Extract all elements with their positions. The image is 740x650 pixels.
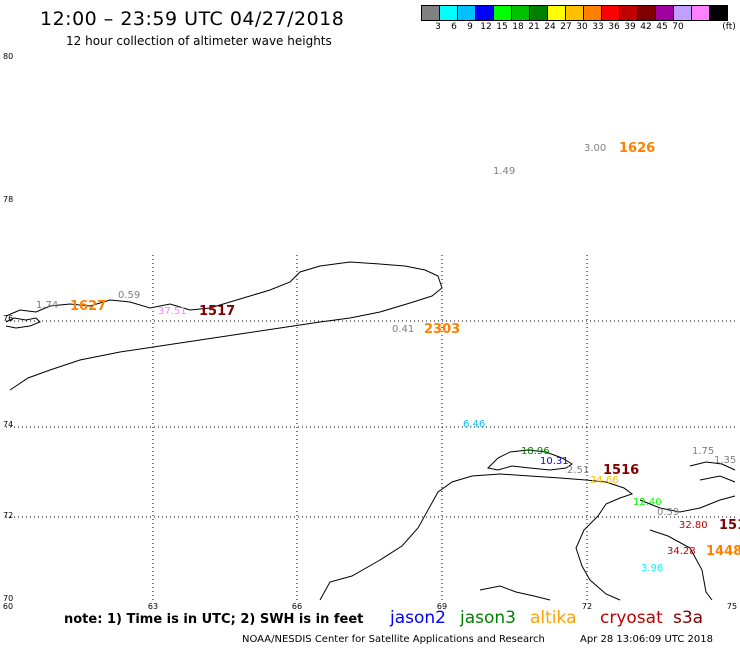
swh-value: 0.59 [118, 290, 141, 301]
legend-swatch [709, 5, 728, 21]
satellite-s3a: s3a [673, 608, 704, 628]
pass-time: 1517 [199, 304, 236, 319]
taz-estuary-coast [649, 529, 713, 601]
legend-label: 12 [480, 22, 492, 32]
swh-value: 1.35 [714, 455, 737, 466]
legend-label: 3 [435, 22, 441, 32]
swh-value: 3.96 [641, 563, 664, 574]
yamal-peninsula-coast [319, 473, 634, 601]
pass-time: 2303 [424, 322, 461, 337]
satellite-jason2: jason2 [390, 608, 446, 628]
lon-label-66: 66 [291, 602, 303, 611]
lon-label-60: 60 [2, 602, 14, 611]
swh-value: 1.74 [36, 300, 59, 311]
lat-label-80: 80 [3, 52, 14, 61]
map-title: 12:00 – 23:59 UTC 04/27/2018 [40, 8, 345, 30]
vaygach-island [486, 449, 573, 471]
legend-unit: (ft) [722, 22, 736, 32]
lat-label-76: 76 [3, 314, 14, 323]
pass-time: 1516 [603, 463, 640, 478]
coastline [5, 261, 736, 601]
color-scale-legend [421, 5, 728, 21]
satellite-cryosat: cryosat [600, 608, 663, 628]
east-islands [689, 461, 736, 483]
swh-value: 3.00 [584, 143, 607, 154]
legend-label: 27 [560, 22, 572, 32]
footnote: note: 1) Time is in UTC; 2) SWH is in fe… [64, 612, 364, 627]
legend-label: 6 [451, 22, 457, 32]
pass-time: 1626 [619, 141, 656, 156]
legend-label: 18 [512, 22, 524, 32]
graticule [6, 255, 735, 600]
legend-label: 36 [608, 22, 620, 32]
swh-value: 24.66 [590, 475, 619, 486]
legend-label: 21 [528, 22, 540, 32]
swh-value: 0.59 [657, 507, 680, 518]
legend-label: 15 [496, 22, 508, 32]
legend-label: 39 [624, 22, 636, 32]
gydan-coast [639, 495, 736, 513]
swh-value: 10.31 [540, 456, 569, 467]
lon-label-75: 75 [726, 602, 738, 611]
legend-label: 42 [640, 22, 652, 32]
pass-time: 1448 [706, 544, 740, 559]
swh-value: 6.46 [463, 419, 486, 430]
map-subtitle: 12 hour collection of altimeter wave hei… [66, 34, 332, 48]
swh-value: 2.51 [567, 465, 590, 476]
pass-time: 151 [719, 518, 740, 533]
generated-timestamp: Apr 28 13:06:09 UTC 2018 [580, 634, 713, 645]
lat-label-70: 70 [3, 594, 14, 603]
swh-value: 18.96 [521, 446, 550, 457]
swh-value: 32.80 [679, 520, 708, 531]
lat-label-78: 78 [3, 195, 14, 204]
lon-label-63: 63 [147, 602, 159, 611]
south-shore [479, 585, 551, 601]
lon-label-69: 69 [436, 602, 448, 611]
pass-time: 1627 [70, 299, 107, 314]
legend-label: 9 [467, 22, 473, 32]
lon-label-72: 72 [581, 602, 593, 611]
color-scale-labels: 3 6 9 12 15 18 21 24 27 30 33 36 39 42 45 70 (ft) [422, 22, 740, 34]
novaya-zemlya-south-tip [5, 317, 41, 329]
lat-label-74: 74 [3, 420, 14, 429]
credit-line: NOAA/NESDIS Center for Satellite Applica… [242, 634, 545, 645]
legend-label: 24 [544, 22, 556, 32]
swh-value: 1.49 [493, 166, 516, 177]
legend-label: 45 [656, 22, 668, 32]
lat-label-72: 72 [3, 511, 14, 520]
legend-label: 30 [576, 22, 588, 32]
novaya-zemlya-north-coast [5, 261, 443, 391]
satellite-jason3: jason3 [460, 608, 516, 628]
legend-label: 33 [592, 22, 604, 32]
satellite-altika: altika [530, 608, 577, 628]
swh-value: 12.40 [633, 497, 662, 508]
swh-value: 34.28 [667, 546, 696, 557]
swh-value: 0.41 [392, 324, 415, 335]
swh-value: 37.51 [158, 306, 187, 317]
swh-value: 1.75 [692, 446, 715, 457]
legend-label: 70 [672, 22, 684, 32]
